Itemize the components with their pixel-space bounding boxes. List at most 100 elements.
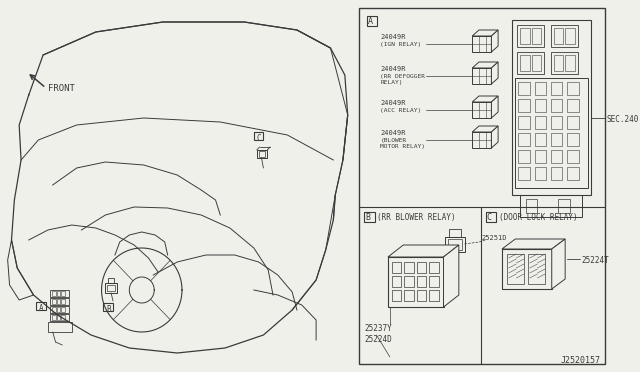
Bar — [551, 25, 578, 47]
Text: (RR BLOWER RELAY): (RR BLOWER RELAY) — [378, 213, 456, 222]
Bar — [472, 68, 492, 84]
Text: (ACC RELAY): (ACC RELAY) — [380, 108, 422, 113]
Polygon shape — [388, 245, 459, 257]
Bar — [567, 133, 579, 146]
Bar — [518, 133, 530, 146]
Bar — [56, 299, 60, 304]
Text: (BLOWER
MOTOR RELAY): (BLOWER MOTOR RELAY) — [380, 138, 426, 149]
Bar — [52, 315, 56, 320]
Bar — [445, 237, 465, 252]
Bar — [429, 262, 438, 273]
Bar — [392, 262, 401, 273]
Bar — [518, 82, 530, 95]
Bar — [48, 322, 72, 332]
Bar — [534, 116, 546, 129]
Bar — [429, 290, 438, 301]
Polygon shape — [502, 239, 565, 249]
Polygon shape — [444, 245, 459, 307]
Text: 24049R: 24049R — [380, 66, 406, 72]
Text: B: B — [365, 213, 370, 222]
Bar — [502, 249, 552, 289]
Polygon shape — [472, 96, 498, 102]
Bar — [56, 315, 60, 320]
Text: A: A — [368, 17, 373, 26]
Bar — [56, 307, 60, 312]
Bar — [532, 55, 541, 71]
Bar — [520, 28, 530, 44]
Bar — [517, 25, 544, 47]
Bar — [565, 55, 575, 71]
Bar — [417, 290, 426, 301]
Bar — [472, 102, 492, 118]
Bar — [50, 306, 69, 313]
Bar — [534, 82, 546, 95]
Bar — [567, 82, 579, 95]
Bar — [52, 307, 56, 312]
Text: 25237Y: 25237Y — [364, 324, 392, 333]
Bar — [404, 276, 414, 287]
Bar — [392, 290, 401, 301]
Text: (IGN RELAY): (IGN RELAY) — [380, 42, 422, 47]
Bar — [526, 199, 538, 213]
Polygon shape — [492, 30, 498, 52]
Bar — [518, 150, 530, 163]
Bar — [61, 315, 65, 320]
Text: FRONT: FRONT — [48, 84, 75, 93]
Bar — [56, 291, 60, 296]
Text: (DOOR LOCK RELAY): (DOOR LOCK RELAY) — [499, 213, 578, 222]
Bar — [472, 132, 492, 148]
Text: C: C — [257, 134, 261, 143]
Bar — [518, 167, 530, 180]
Bar — [108, 278, 114, 283]
Bar — [448, 239, 461, 250]
Bar — [404, 290, 414, 301]
Bar — [417, 262, 426, 273]
Bar — [567, 116, 579, 129]
Polygon shape — [472, 62, 498, 68]
Bar — [567, 99, 579, 112]
Text: 25251D: 25251D — [482, 235, 508, 241]
Text: B: B — [106, 305, 111, 314]
Bar — [507, 254, 524, 284]
Bar — [554, 28, 563, 44]
Bar — [534, 99, 546, 112]
Bar — [486, 212, 496, 222]
Text: 24049R: 24049R — [380, 100, 406, 106]
Bar — [520, 195, 582, 217]
Bar — [108, 285, 115, 291]
Bar — [52, 291, 56, 296]
Text: 24049R: 24049R — [380, 130, 406, 136]
Bar — [520, 55, 530, 71]
Bar — [551, 150, 563, 163]
Bar — [551, 133, 563, 146]
Bar — [559, 199, 570, 213]
Bar — [392, 276, 401, 287]
Bar — [61, 291, 65, 296]
Text: J2520157: J2520157 — [561, 356, 600, 365]
Bar — [50, 314, 69, 321]
Text: (RR DEFOGGER
RELAY): (RR DEFOGGER RELAY) — [380, 74, 426, 85]
Bar — [551, 116, 563, 129]
Bar — [104, 303, 113, 311]
Bar — [106, 283, 117, 293]
Bar — [532, 28, 541, 44]
Polygon shape — [552, 239, 565, 289]
Bar — [61, 299, 65, 304]
Polygon shape — [492, 62, 498, 84]
Bar — [567, 150, 579, 163]
Bar — [472, 36, 492, 52]
Text: 25224D: 25224D — [364, 335, 392, 344]
Bar — [50, 290, 69, 297]
Bar — [551, 99, 563, 112]
Bar — [565, 28, 575, 44]
Bar — [515, 78, 588, 188]
Bar — [518, 116, 530, 129]
Bar — [254, 132, 264, 140]
Bar — [61, 307, 65, 312]
Bar — [534, 133, 546, 146]
Bar — [534, 150, 546, 163]
Bar — [551, 167, 563, 180]
Bar — [50, 298, 69, 305]
Bar — [36, 302, 46, 310]
Bar — [429, 276, 438, 287]
